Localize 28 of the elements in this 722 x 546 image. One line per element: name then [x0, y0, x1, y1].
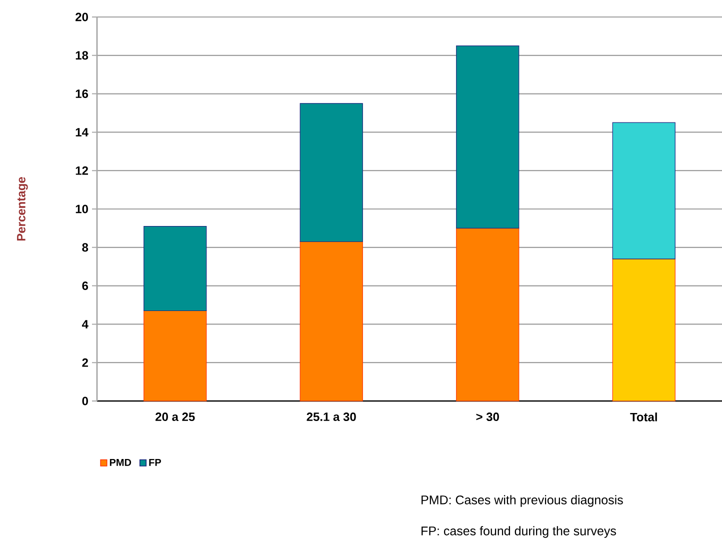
bar	[300, 103, 363, 242]
legend-label: FP	[149, 458, 161, 466]
bar	[456, 45, 520, 228]
x-tick-label: 20 a 25	[156, 412, 195, 422]
y-tick-label: 12	[76, 166, 88, 175]
y-tick-label: 8	[82, 243, 88, 252]
y-tick-label: 18	[76, 51, 88, 60]
y-tick-label: 14	[76, 128, 88, 136]
x-tick-label: Total	[630, 412, 657, 422]
bar	[612, 122, 676, 260]
y-axis-title: Percentage	[17, 177, 28, 241]
bar	[144, 310, 207, 402]
y-tick-label: 4	[82, 320, 88, 328]
y-tick-label: 6	[82, 282, 88, 290]
bar	[456, 228, 520, 402]
x-tick-label: 25.1 a 30	[306, 412, 356, 422]
text: FP: cases found during the surveys	[422, 526, 616, 538]
bar	[300, 241, 363, 402]
text: PMD: Cases with previous diagnosis	[422, 495, 623, 507]
y-tick-label: 16	[76, 90, 88, 98]
x-tick-label: > 30	[476, 412, 499, 422]
legend-label: PMD	[110, 458, 132, 466]
bar	[144, 226, 207, 312]
y-tick-label: 2	[82, 358, 88, 367]
y-tick-label: 20	[76, 12, 88, 22]
bar	[612, 258, 676, 402]
y-tick-label: 0	[82, 396, 88, 406]
y-tick-label: 10	[76, 204, 88, 214]
